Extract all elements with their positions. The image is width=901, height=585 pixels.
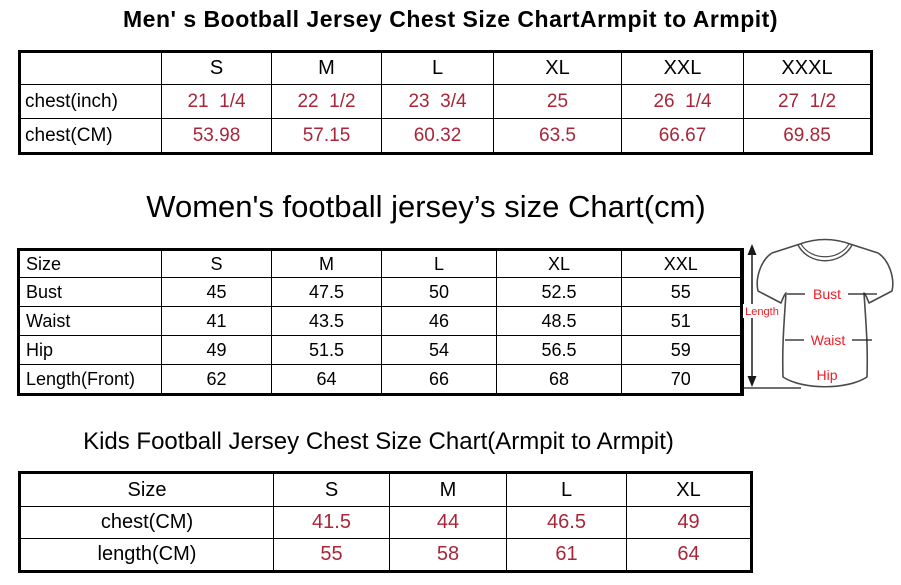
value-cell: 55 (621, 277, 742, 307)
value-cell: 47.5 (271, 277, 382, 307)
value-cell: 45 (161, 277, 272, 307)
value-cell: 25 (493, 84, 622, 119)
column-header: XL (626, 472, 752, 507)
hip-label: Hip (816, 367, 837, 383)
column-header: M (389, 472, 507, 507)
column-header: S (273, 472, 390, 507)
column-header: XL (496, 249, 622, 278)
value-cell: 27 1/2 (743, 84, 872, 119)
length-label: Length (745, 306, 779, 318)
kids-size-table: Size S M L XL chest(CM) 41.5 44 46.5 49 … (18, 471, 753, 573)
column-header: L (506, 472, 627, 507)
value-cell: 49 (626, 506, 752, 539)
table-header-row: Size S M L XL XXL (18, 249, 742, 278)
column-header: XXL (621, 249, 742, 278)
value-cell: 48.5 (496, 306, 622, 336)
row-label: Hip (18, 335, 162, 365)
value-cell: 22 1/2 (271, 84, 382, 119)
column-header: L (381, 249, 497, 278)
table-row: Length(Front) 62 64 66 68 70 (18, 364, 742, 395)
table-row: Hip 49 51.5 54 56.5 59 (18, 335, 742, 365)
row-label: length(CM) (19, 538, 274, 572)
value-cell: 53.98 (161, 118, 272, 154)
value-cell: 66 (381, 364, 497, 395)
value-cell: 64 (626, 538, 752, 572)
value-cell: 61 (506, 538, 627, 572)
value-cell: 69.85 (743, 118, 872, 154)
row-label: Waist (18, 306, 162, 336)
column-header: Size (19, 472, 274, 507)
table-row: Bust 45 47.5 50 52.5 55 (18, 277, 742, 307)
row-label: chest(CM) (19, 506, 274, 539)
waist-label: Waist (811, 332, 846, 348)
value-cell: 51 (621, 306, 742, 336)
value-cell: 64 (271, 364, 382, 395)
value-cell: 41 (161, 306, 272, 336)
column-header: M (271, 51, 382, 85)
value-cell: 55 (273, 538, 390, 572)
tshirt-measurement-diagram: Length Bust Waist Hip (743, 238, 894, 389)
value-cell: 50 (381, 277, 497, 307)
table-row: Waist 41 43.5 46 48.5 51 (18, 306, 742, 336)
value-cell: 49 (161, 335, 272, 365)
value-cell: 66.67 (621, 118, 744, 154)
table-row: length(CM) 55 58 61 64 (19, 538, 752, 572)
table-header-row: S M L XL XXL XXXL (19, 51, 872, 85)
value-cell: 46 (381, 306, 497, 336)
length-label-bg (743, 304, 781, 318)
kids-chart-title: Kids Football Jersey Chest Size Chart(Ar… (83, 428, 674, 455)
value-cell: 46.5 (506, 506, 627, 539)
value-cell: 52.5 (496, 277, 622, 307)
value-cell: 63.5 (493, 118, 622, 154)
column-header: L (381, 51, 494, 85)
value-cell: 43.5 (271, 306, 382, 336)
column-header: XXL (621, 51, 744, 85)
value-cell: 68 (496, 364, 622, 395)
value-cell: 58 (389, 538, 507, 572)
column-header (19, 51, 162, 85)
value-cell: 62 (161, 364, 272, 395)
row-label: chest(inch) (19, 84, 162, 119)
column-header: M (271, 249, 382, 278)
row-label: Length(Front) (18, 364, 162, 395)
column-header: S (161, 249, 272, 278)
table-row: chest(CM) 41.5 44 46.5 49 (19, 506, 752, 539)
column-header: XXXL (743, 51, 872, 85)
row-label: chest(CM) (19, 118, 162, 154)
womens-chart-title: Women's football jersey’s size Chart(cm) (146, 189, 706, 224)
column-header: S (161, 51, 272, 85)
table-row: chest(CM) 53.98 57.15 60.32 63.5 66.67 6… (19, 118, 872, 154)
value-cell: 44 (389, 506, 507, 539)
row-label: Bust (18, 277, 162, 307)
womens-size-table: Size S M L XL XXL Bust 45 47.5 50 52.5 5… (17, 248, 744, 396)
mens-size-table: S M L XL XXL XXXL chest(inch) 21 1/4 22 … (18, 50, 873, 155)
value-cell: 59 (621, 335, 742, 365)
value-cell: 56.5 (496, 335, 622, 365)
tshirt-outline-icon (756, 238, 894, 388)
value-cell: 26 1/4 (621, 84, 744, 119)
value-cell: 51.5 (271, 335, 382, 365)
bust-label: Bust (813, 286, 841, 302)
table-header-row: Size S M L XL (19, 472, 752, 507)
mens-chart-title: Men' s Bootball Jersey Chest Size ChartA… (123, 6, 778, 32)
value-cell: 23 3/4 (381, 84, 494, 119)
value-cell: 70 (621, 364, 742, 395)
value-cell: 41.5 (273, 506, 390, 539)
value-cell: 60.32 (381, 118, 494, 154)
value-cell: 57.15 (271, 118, 382, 154)
value-cell: 21 1/4 (161, 84, 272, 119)
column-header: XL (493, 51, 622, 85)
column-header: Size (18, 249, 162, 278)
value-cell: 54 (381, 335, 497, 365)
table-row: chest(inch) 21 1/4 22 1/2 23 3/4 25 26 1… (19, 84, 872, 119)
